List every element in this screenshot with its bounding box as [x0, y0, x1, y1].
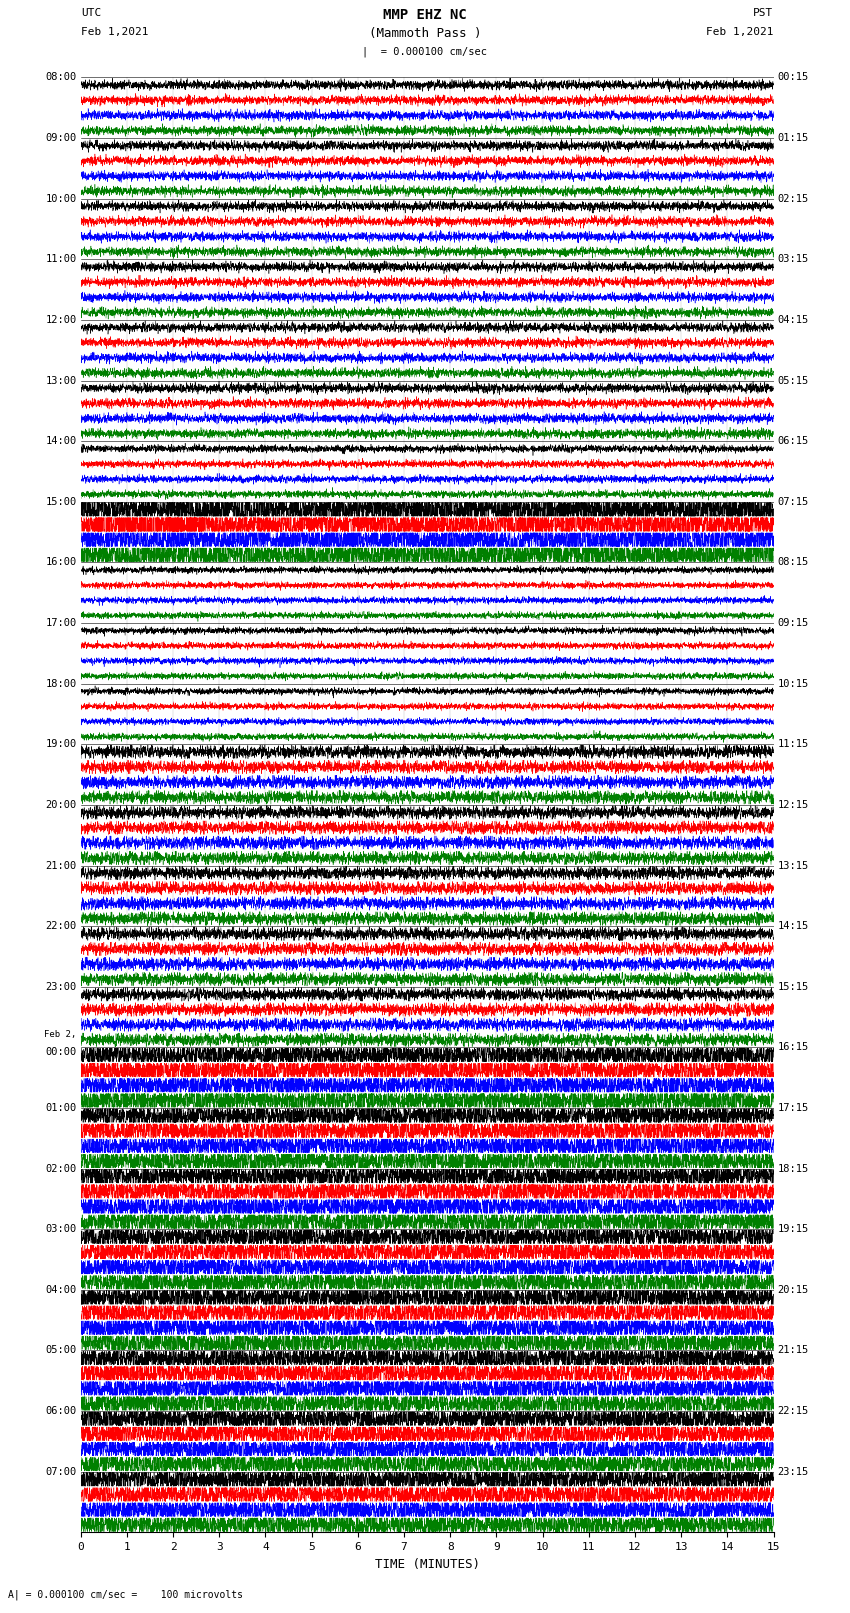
Text: 22:15: 22:15 — [778, 1407, 809, 1416]
Text: 02:00: 02:00 — [45, 1163, 76, 1174]
Text: 06:00: 06:00 — [45, 1407, 76, 1416]
Text: 18:15: 18:15 — [778, 1163, 809, 1174]
Text: 00:15: 00:15 — [778, 73, 809, 82]
Text: 10:15: 10:15 — [778, 679, 809, 689]
Text: 18:00: 18:00 — [45, 679, 76, 689]
Text: 01:15: 01:15 — [778, 132, 809, 144]
Text: 07:15: 07:15 — [778, 497, 809, 506]
Text: 07:00: 07:00 — [45, 1466, 76, 1478]
Text: 12:00: 12:00 — [45, 315, 76, 324]
Text: 16:00: 16:00 — [45, 558, 76, 568]
Text: Feb 2,: Feb 2, — [44, 1031, 76, 1039]
Text: UTC: UTC — [81, 8, 101, 18]
Text: 17:15: 17:15 — [778, 1103, 809, 1113]
Text: 03:00: 03:00 — [45, 1224, 76, 1234]
Text: (Mammoth Pass ): (Mammoth Pass ) — [369, 27, 481, 40]
Text: 13:15: 13:15 — [778, 860, 809, 871]
Text: 11:00: 11:00 — [45, 255, 76, 265]
Text: 14:00: 14:00 — [45, 436, 76, 447]
Text: 13:00: 13:00 — [45, 376, 76, 386]
Text: 16:15: 16:15 — [778, 1042, 809, 1052]
Text: 14:15: 14:15 — [778, 921, 809, 931]
Text: 10:00: 10:00 — [45, 194, 76, 203]
Text: 04:00: 04:00 — [45, 1286, 76, 1295]
Text: 08:00: 08:00 — [45, 73, 76, 82]
Text: 21:15: 21:15 — [778, 1345, 809, 1355]
Text: 15:00: 15:00 — [45, 497, 76, 506]
Text: 08:15: 08:15 — [778, 558, 809, 568]
Text: MMP EHZ NC: MMP EHZ NC — [383, 8, 467, 21]
Text: 23:00: 23:00 — [45, 982, 76, 992]
Text: 22:00: 22:00 — [45, 921, 76, 931]
Text: 17:00: 17:00 — [45, 618, 76, 627]
Text: 05:00: 05:00 — [45, 1345, 76, 1355]
Text: 05:15: 05:15 — [778, 376, 809, 386]
Text: 20:00: 20:00 — [45, 800, 76, 810]
Text: Feb 1,2021: Feb 1,2021 — [81, 27, 148, 37]
X-axis label: TIME (MINUTES): TIME (MINUTES) — [375, 1558, 479, 1571]
Text: 20:15: 20:15 — [778, 1286, 809, 1295]
Text: 21:00: 21:00 — [45, 860, 76, 871]
Text: 19:15: 19:15 — [778, 1224, 809, 1234]
Text: 19:00: 19:00 — [45, 739, 76, 750]
Text: 11:15: 11:15 — [778, 739, 809, 750]
Text: 02:15: 02:15 — [778, 194, 809, 203]
Text: 03:15: 03:15 — [778, 255, 809, 265]
Text: 01:00: 01:00 — [45, 1103, 76, 1113]
Text: 04:15: 04:15 — [778, 315, 809, 324]
Text: 06:15: 06:15 — [778, 436, 809, 447]
Text: 00:00: 00:00 — [45, 1047, 76, 1058]
Text: PST: PST — [753, 8, 774, 18]
Text: 09:15: 09:15 — [778, 618, 809, 627]
Text: Feb 1,2021: Feb 1,2021 — [706, 27, 774, 37]
Text: 12:15: 12:15 — [778, 800, 809, 810]
Text: 23:15: 23:15 — [778, 1466, 809, 1478]
Text: 09:00: 09:00 — [45, 132, 76, 144]
Text: A| = 0.000100 cm/sec =    100 microvolts: A| = 0.000100 cm/sec = 100 microvolts — [8, 1589, 243, 1600]
Text: 15:15: 15:15 — [778, 982, 809, 992]
Text: |  = 0.000100 cm/sec: | = 0.000100 cm/sec — [362, 47, 488, 56]
